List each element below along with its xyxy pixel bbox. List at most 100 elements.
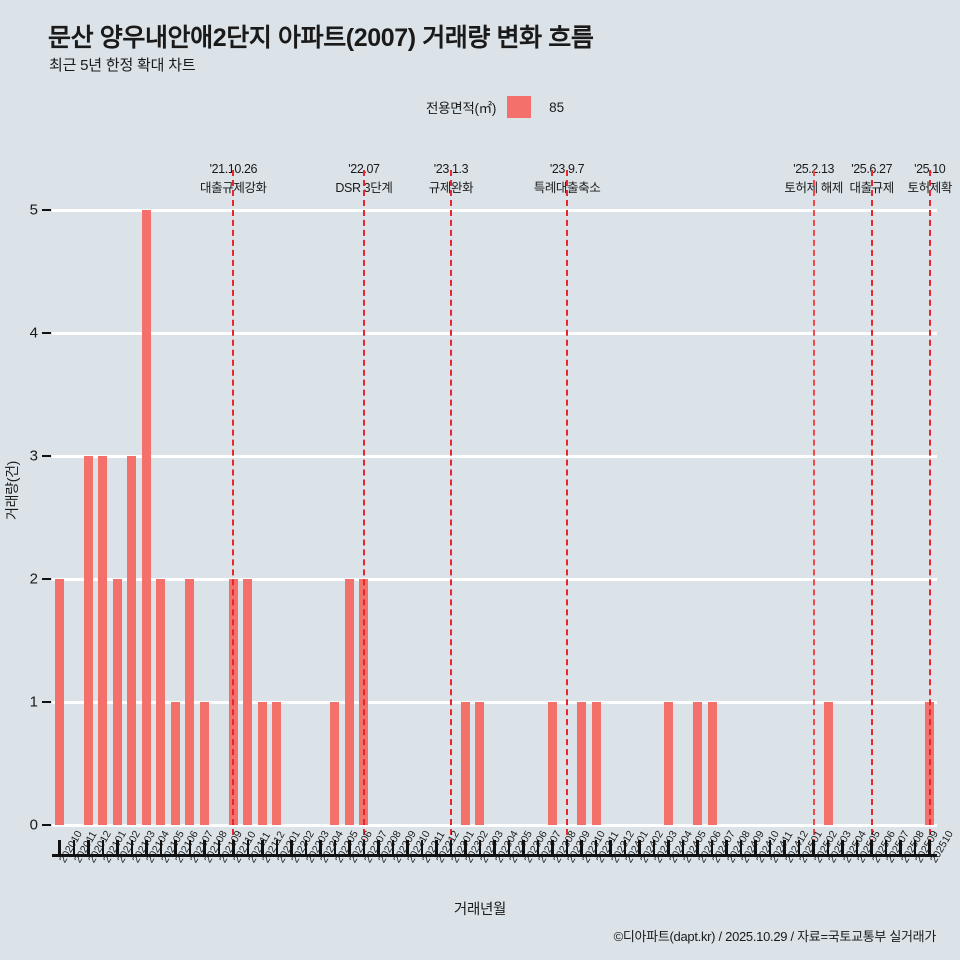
- x-tick-mark: [174, 840, 177, 855]
- bar[interactable]: [98, 456, 108, 825]
- x-tick-mark: [87, 840, 90, 855]
- x-tick-mark: [739, 840, 743, 855]
- bar[interactable]: [83, 456, 93, 825]
- legend-label-85: 85: [549, 99, 565, 115]
- bar[interactable]: [199, 702, 209, 825]
- gridline: [52, 577, 937, 581]
- x-tick-mark: [101, 840, 105, 855]
- bar[interactable]: [185, 579, 195, 825]
- bar[interactable]: [156, 579, 166, 825]
- x-axis-line: [52, 854, 937, 857]
- y-tick-label: 0: [29, 816, 38, 834]
- event-line: [928, 170, 931, 845]
- legend-swatch-85[interactable]: [507, 96, 532, 118]
- event-annotation-date: '25.2.13: [793, 162, 835, 176]
- x-tick-mark: [58, 840, 61, 855]
- x-tick-mark: [362, 840, 366, 855]
- event-annotation-date: '22.07: [348, 162, 380, 176]
- x-tick-mark: [116, 840, 119, 855]
- y-tick-mark: [42, 701, 51, 703]
- bar[interactable]: [141, 210, 151, 825]
- x-tick-mark: [290, 840, 293, 855]
- bar[interactable]: [170, 702, 180, 825]
- footer-credit: ©디아파트(dapt.kr) / 2025.10.29 / 자료=국토교통부 실…: [613, 929, 937, 944]
- x-tick-mark: [478, 840, 482, 855]
- bar[interactable]: [577, 702, 587, 825]
- gridline: [52, 823, 937, 827]
- x-tick-mark: [565, 840, 569, 855]
- x-tick-mark: [536, 840, 540, 855]
- x-tick-mark: [812, 840, 815, 855]
- x-tick-mark: [246, 840, 250, 855]
- event-line: [449, 170, 452, 845]
- x-tick-mark: [855, 840, 859, 855]
- y-tick-mark: [42, 209, 51, 211]
- x-tick-mark: [217, 840, 221, 855]
- y-tick-label: 3: [29, 447, 38, 465]
- x-tick-mark: [667, 840, 670, 855]
- bar[interactable]: [243, 579, 253, 825]
- bar[interactable]: [257, 702, 267, 825]
- bar[interactable]: [127, 456, 137, 825]
- plot-area: [52, 170, 937, 845]
- event-annotation-date: '21.10.26: [209, 162, 258, 176]
- x-tick-mark: [261, 840, 264, 855]
- bar[interactable]: [460, 702, 470, 825]
- bar[interactable]: [475, 702, 485, 825]
- x-tick-mark: [449, 840, 453, 855]
- x-tick-mark: [333, 840, 337, 855]
- chart-subtitle: 최근 5년 한정 확대 차트: [49, 57, 196, 74]
- y-tick-label: 5: [29, 201, 38, 219]
- gridline: [52, 331, 937, 335]
- x-tick-mark: [72, 840, 75, 855]
- bar[interactable]: [548, 702, 558, 825]
- legend-title: 전용면적(㎡): [426, 101, 497, 116]
- y-tick-mark: [42, 578, 51, 580]
- x-tick-mark: [768, 840, 772, 855]
- bar[interactable]: [54, 579, 64, 825]
- x-tick-mark: [159, 840, 163, 855]
- bar[interactable]: [693, 702, 703, 825]
- x-tick-mark: [623, 840, 627, 855]
- x-tick-mark: [130, 840, 134, 855]
- x-tick-mark: [725, 840, 728, 855]
- y-axis-title: 거래량(건): [4, 460, 20, 520]
- event-annotation-date: '23.9.7: [549, 162, 585, 176]
- x-tick-mark: [188, 840, 192, 855]
- x-tick-mark: [551, 840, 554, 855]
- bar[interactable]: [823, 702, 833, 825]
- x-tick-mark: [435, 840, 438, 855]
- gridline: [52, 208, 937, 212]
- y-tick-mark: [42, 824, 51, 826]
- legend: 전용면적(㎡) 85: [426, 96, 564, 118]
- x-tick-mark: [696, 840, 699, 855]
- bar[interactable]: [707, 702, 717, 825]
- x-tick-mark: [899, 840, 902, 855]
- x-tick-mark: [652, 840, 656, 855]
- bar[interactable]: [112, 579, 122, 825]
- x-tick-mark: [507, 840, 511, 855]
- y-tick-mark: [42, 332, 51, 334]
- event-line: [362, 170, 365, 845]
- event-annotation-date: '25.10: [914, 162, 946, 176]
- y-tick-label: 1: [29, 693, 38, 711]
- x-tick-mark: [145, 840, 148, 855]
- x-tick-mark: [493, 840, 496, 855]
- bar[interactable]: [664, 702, 674, 825]
- x-tick-mark: [884, 840, 888, 855]
- x-tick-mark: [304, 840, 308, 855]
- bar[interactable]: [591, 702, 601, 825]
- x-tick-mark: [464, 840, 467, 855]
- x-tick-mark: [710, 840, 714, 855]
- event-line: [870, 170, 873, 845]
- x-axis-title: 거래년월: [453, 902, 507, 918]
- event-line: [232, 170, 235, 845]
- x-tick-mark: [522, 840, 525, 855]
- x-tick-mark: [754, 840, 757, 855]
- bar[interactable]: [272, 702, 282, 825]
- x-tick-mark: [870, 840, 873, 855]
- bar[interactable]: [330, 702, 340, 825]
- bar[interactable]: [344, 579, 354, 825]
- x-tick-mark: [377, 840, 380, 855]
- event-annotation-date: '25.6.27: [851, 162, 893, 176]
